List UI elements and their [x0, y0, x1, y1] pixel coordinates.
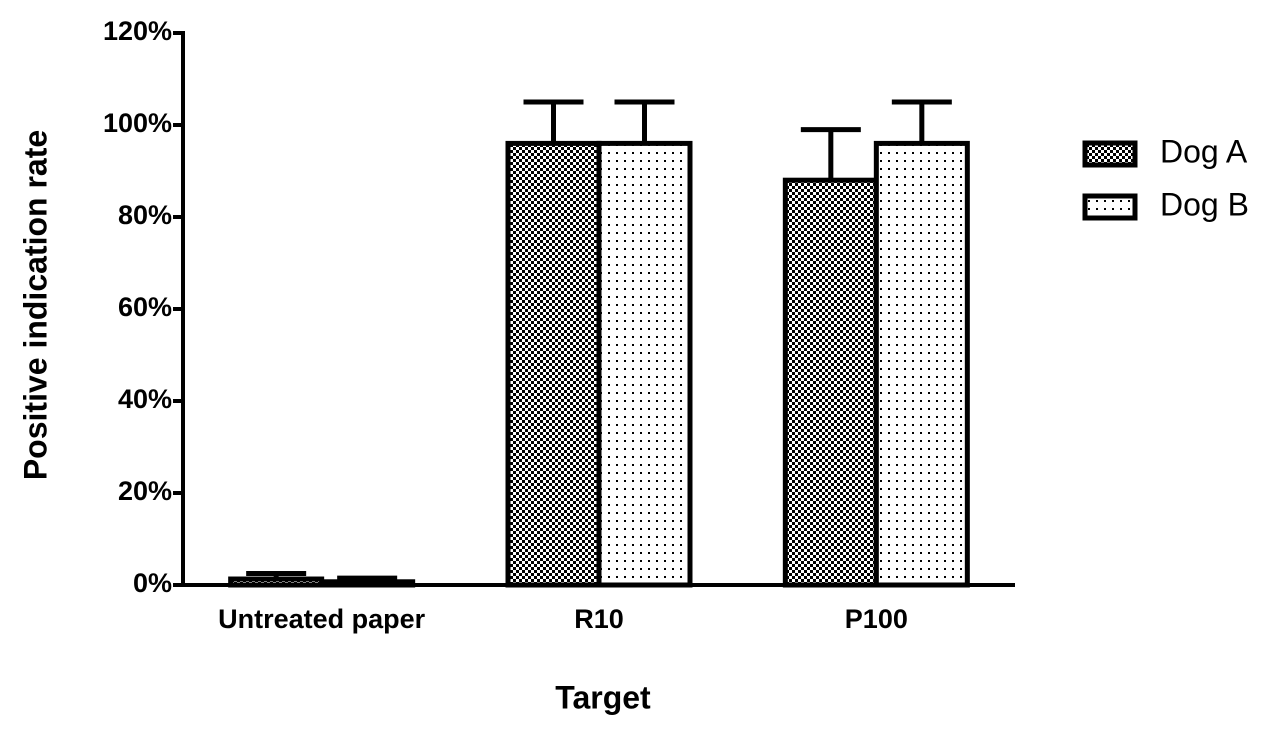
bar [873, 140, 970, 588]
bar [505, 140, 602, 588]
x-axis-title: Target [555, 679, 651, 715]
y-tick-label: 100% [103, 108, 172, 138]
legend-swatch [1082, 140, 1138, 168]
legend-label: Dog B [1160, 186, 1249, 222]
legend-swatch [1082, 193, 1138, 221]
x-tick-label: R10 [574, 604, 624, 634]
y-tick-label: 120% [103, 16, 172, 46]
y-tick-label: 0% [133, 568, 172, 598]
y-tick-label: 60% [118, 292, 172, 322]
y-tick-label: 20% [118, 476, 172, 506]
y-axis-title: Positive indication rate [17, 130, 53, 480]
y-tick-label: 80% [118, 200, 172, 230]
x-tick-label: P100 [845, 604, 908, 634]
bar [782, 177, 879, 588]
y-tick-label: 40% [118, 384, 172, 414]
x-tick-label: Untreated paper [218, 604, 426, 634]
legend-label: Dog A [1160, 133, 1248, 169]
bar [596, 140, 693, 588]
